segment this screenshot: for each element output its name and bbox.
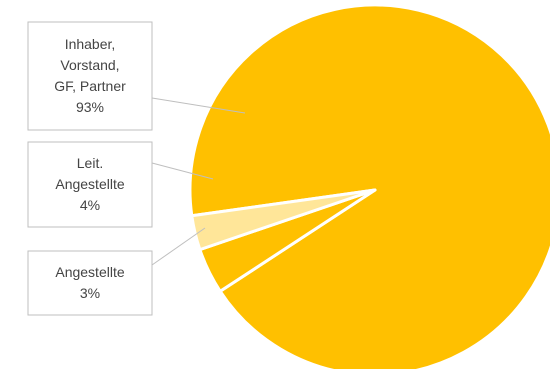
label-box	[27, 141, 153, 228]
leader-line-1	[151, 162, 214, 180]
slice-label-1: Leit. Angestellte 4%	[27, 141, 153, 228]
slice-category-label: Vorstand,	[60, 57, 119, 73]
slice-value-label: 4%	[80, 197, 100, 213]
label-box	[27, 250, 153, 316]
slice-label-0: Inhaber, Vorstand, GF, Partner 93%	[27, 21, 153, 131]
leader-line-2	[151, 227, 206, 266]
leader-line-0	[151, 97, 246, 114]
slice-category-label: Leit.	[77, 155, 103, 171]
leader-lines	[151, 97, 246, 266]
slice-category-label: Angestellte	[55, 264, 124, 280]
slice-value-label: 3%	[80, 285, 100, 301]
slice-category-label: Angestellte	[55, 176, 124, 192]
label-box	[27, 21, 153, 131]
pie-slice-2	[190, 188, 377, 252]
slice-category-label: Inhaber,	[65, 36, 116, 52]
slice-labels: Inhaber, Vorstand, GF, Partner 93% Leit. Ange…	[27, 21, 153, 316]
pie-slices	[188, 3, 550, 369]
slice-category-label: GF, Partner	[54, 78, 126, 94]
pie-slice-0	[188, 3, 550, 369]
slice-value-label: 93%	[76, 99, 104, 115]
slice-label-2: Angestellte 3%	[27, 250, 153, 316]
